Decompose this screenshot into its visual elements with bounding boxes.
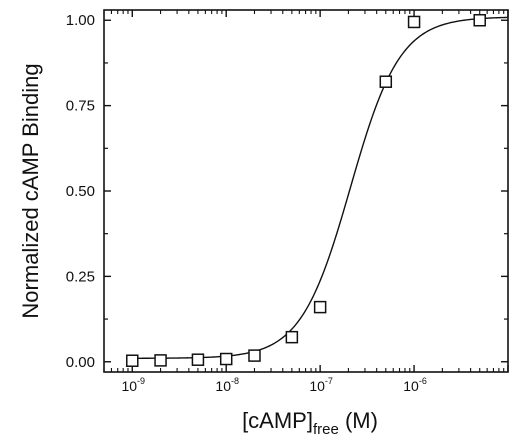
- data-point-marker: [285, 330, 299, 344]
- data-point-marker: [219, 352, 233, 366]
- x-tick-label-base: 10: [309, 378, 325, 394]
- x-tick-label: 10-6: [403, 376, 427, 394]
- data-point-marker: [407, 15, 421, 29]
- data-points: [126, 13, 486, 367]
- x-tick-label-base: 10: [403, 378, 419, 394]
- data-point-marker: [191, 353, 205, 366]
- plot-frame: [103, 9, 509, 373]
- x-tick-label-exponent: -7: [325, 376, 333, 386]
- x-tick-label-base: 10: [215, 378, 231, 394]
- x-tick-label: 10-8: [215, 376, 239, 394]
- major-ticks: [104, 10, 509, 372]
- x-axis-title: [cAMP]free (M): [242, 408, 378, 438]
- x-tick-label-exponent: -6: [419, 376, 427, 386]
- data-point-marker: [248, 349, 261, 362]
- data-point-marker: [126, 354, 139, 367]
- x-tick-label-exponent: -9: [137, 376, 145, 386]
- minor-ticks: [103, 10, 508, 372]
- y-tick-label: 0.50: [66, 183, 95, 200]
- y-tick-labels: 0.00 0.25 0.50 0.75 1.00: [66, 12, 95, 371]
- y-tick-label: 1.00: [66, 12, 95, 29]
- x-tick-label-base: 10: [121, 378, 137, 394]
- data-point-marker: [154, 354, 167, 367]
- x-axis-title-subscript: free: [313, 421, 339, 438]
- x-axis-title-main: [cAMP]: [242, 408, 313, 433]
- data-point-marker: [313, 300, 327, 314]
- x-tick-label: 10-9: [121, 376, 145, 394]
- y-tick-label: 0.25: [66, 268, 95, 285]
- data-point-marker: [379, 75, 393, 88]
- x-tick-labels: 10-9 10-8 10-7 10-6: [121, 376, 426, 394]
- y-tick-label: 0.00: [66, 354, 95, 371]
- x-tick-label: 10-7: [309, 376, 333, 394]
- x-axis-title-unit: (M): [339, 408, 378, 433]
- y-tick-label: 0.75: [66, 98, 95, 115]
- x-tick-label-exponent: -8: [231, 376, 239, 386]
- y-axis-title: Normalized cAMP Binding: [18, 63, 43, 318]
- data-point-marker: [473, 13, 486, 27]
